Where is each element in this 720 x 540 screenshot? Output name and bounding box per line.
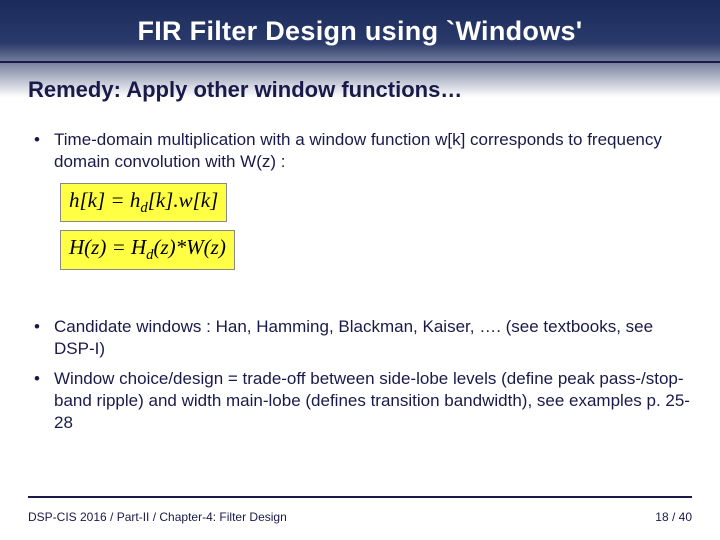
content-area: Remedy: Apply other window functions… • … [0,63,720,434]
bullet-marker: • [28,368,54,434]
bullet-text: Time-domain multiplication with a window… [54,129,692,173]
bullet-2: • Candidate windows : Han, Hamming, Blac… [28,316,692,360]
formula-2: H(z) = Hd(z)*W(z) [60,230,235,269]
bullet-text: Candidate windows : Han, Hamming, Blackm… [54,316,692,360]
subheading: Remedy: Apply other window functions… [28,77,692,103]
bullet-marker: • [28,316,54,360]
slide-title: FIR Filter Design using `Windows' [0,0,720,61]
bullet-1: • Time-domain multiplication with a wind… [28,129,692,173]
divider-bottom [28,496,692,498]
footer-right: 18 / 40 [655,510,692,524]
formula-block: h[k] = hd[k].w[k] H(z) = Hd(z)*W(z) [60,183,692,277]
bullet-text: Window choice/design = trade-off between… [54,368,692,434]
bullet-3: • Window choice/design = trade-off betwe… [28,368,692,434]
footer-left: DSP-CIS 2016 / Part-II / Chapter-4: Filt… [28,510,287,524]
formula-1: h[k] = hd[k].w[k] [60,183,227,222]
bullet-marker: • [28,129,54,173]
slide: FIR Filter Design using `Windows' Remedy… [0,0,720,540]
footer: DSP-CIS 2016 / Part-II / Chapter-4: Filt… [28,510,692,524]
